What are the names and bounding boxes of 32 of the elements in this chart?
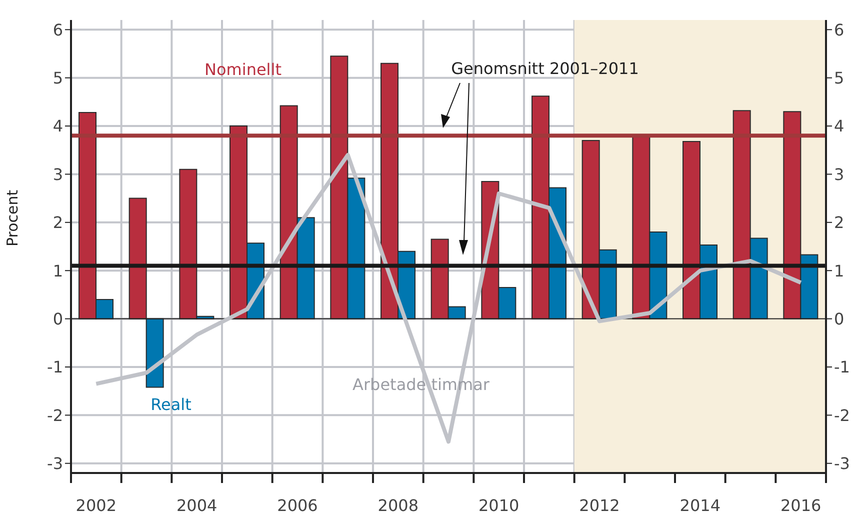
y2-tick-label: -1 xyxy=(834,358,850,377)
y-tick-label: 3 xyxy=(52,164,63,184)
series-label: Realt xyxy=(150,395,192,414)
y2-tick-label: 6 xyxy=(834,20,844,40)
y2-tick-label: 3 xyxy=(834,164,844,184)
y-tick-label: 0 xyxy=(52,309,63,328)
x-tick-label: 2014 xyxy=(680,496,721,515)
y-tick-label: 2 xyxy=(52,213,63,232)
y-tick-label: -2 xyxy=(47,406,63,425)
y2-tick-label: 0 xyxy=(834,309,844,328)
x-tick-label: 2006 xyxy=(277,496,318,515)
y2-tick-label: -3 xyxy=(834,454,850,474)
y2-tick-label: 1 xyxy=(834,261,844,280)
y2-tick-label: 4 xyxy=(834,116,844,136)
x-tick-label: 2012 xyxy=(579,496,620,515)
y-axis-title: Procent xyxy=(3,190,22,246)
x-tick-label: 2004 xyxy=(176,496,218,515)
y-tick-label: 4 xyxy=(52,116,63,136)
series-label: Nominellt xyxy=(204,60,282,79)
x-tick-label: 2002 xyxy=(76,496,117,515)
y-tick-label: 6 xyxy=(52,20,63,40)
y2-tick-label: 5 xyxy=(834,68,844,88)
annotation: Genomsnitt 2001–2011 xyxy=(451,59,639,78)
y-tick-label: 5 xyxy=(52,68,63,88)
y-tick-label: -3 xyxy=(47,454,63,474)
x-tick-label: 2010 xyxy=(478,496,520,515)
y-tick-label: 1 xyxy=(52,261,63,280)
y2-tick-label: 2 xyxy=(834,213,844,232)
x-tick-label: 2016 xyxy=(780,496,822,515)
y-tick-label: -1 xyxy=(47,358,63,377)
x-tick-label: 2008 xyxy=(378,496,419,515)
y2-tick-label: -2 xyxy=(834,406,850,425)
